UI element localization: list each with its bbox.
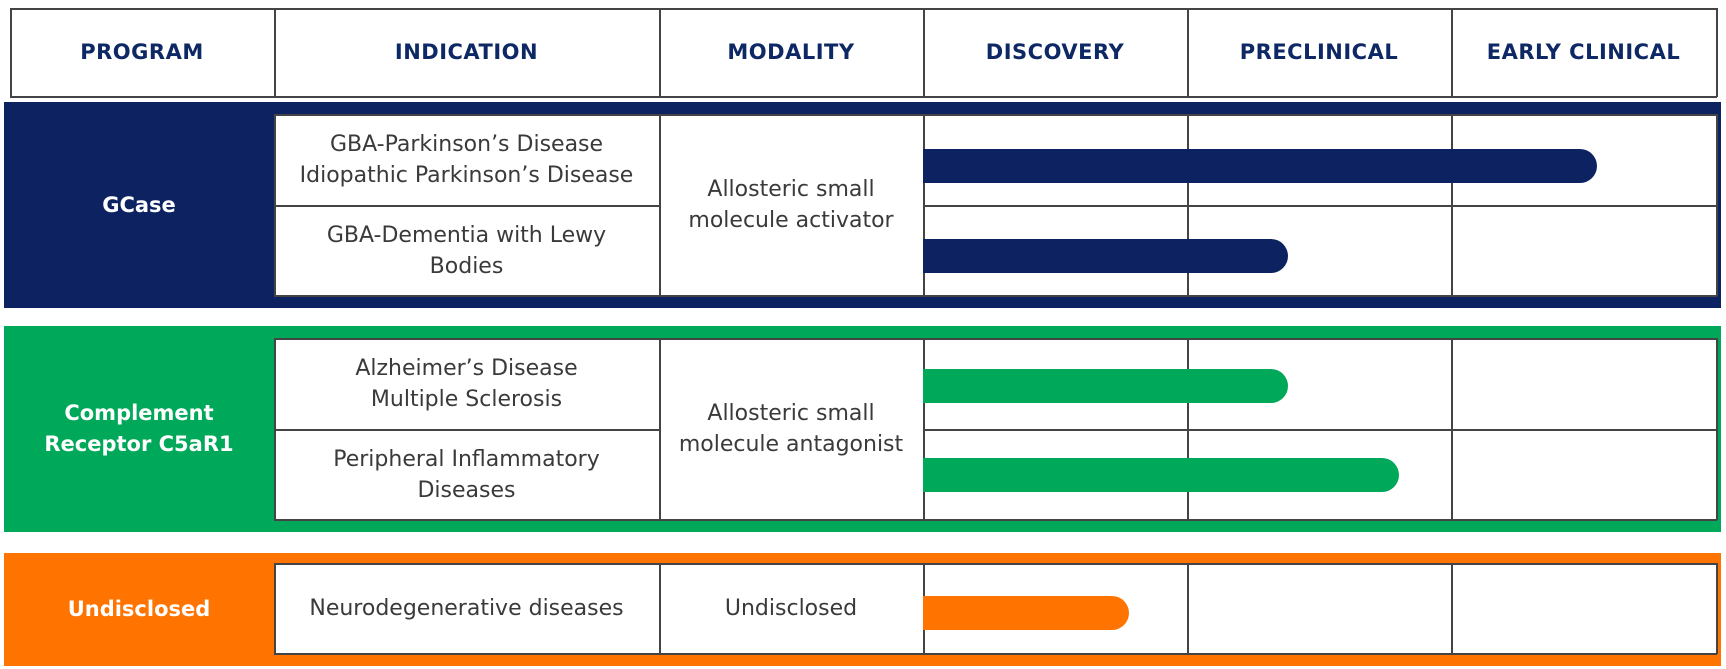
col-divider bbox=[1716, 114, 1718, 296]
row-divider bbox=[274, 519, 1717, 521]
col-divider bbox=[274, 114, 276, 296]
row-divider bbox=[923, 205, 1717, 207]
header-divider bbox=[1187, 8, 1189, 97]
header-program: PROGRAM bbox=[80, 40, 204, 64]
row-divider bbox=[274, 653, 1717, 655]
indication-cell: Alzheimer’s Disease Multiple Sclerosis bbox=[355, 355, 578, 412]
progress-bar bbox=[923, 596, 1129, 630]
row-divider bbox=[274, 429, 659, 431]
col-divider bbox=[1716, 338, 1718, 520]
header-divider bbox=[10, 8, 12, 97]
program-name: Complement Receptor C5aR1 bbox=[44, 401, 234, 456]
progress-bar bbox=[923, 458, 1399, 492]
col-divider bbox=[1187, 563, 1189, 654]
col-divider bbox=[1451, 114, 1453, 296]
col-divider bbox=[923, 114, 925, 296]
header-divider bbox=[274, 8, 276, 97]
row-divider bbox=[274, 338, 1717, 340]
modality-cell: Allosteric small molecule antagonist bbox=[678, 401, 904, 457]
header-preclinical: PRECLINICAL bbox=[1239, 40, 1399, 64]
col-divider bbox=[659, 563, 661, 654]
header-divider bbox=[1451, 8, 1453, 97]
program-name: Undisclosed bbox=[67, 597, 211, 621]
row-divider bbox=[274, 295, 1717, 297]
col-divider bbox=[659, 338, 661, 520]
header-discovery: DISCOVERY bbox=[985, 40, 1125, 64]
col-divider bbox=[1187, 338, 1189, 520]
header-divider bbox=[659, 8, 661, 97]
col-divider bbox=[659, 114, 661, 296]
indication-cell: Peripheral Inflammatory Diseases bbox=[333, 446, 600, 503]
header-early-clinical: EARLY CLINICAL bbox=[1486, 40, 1681, 64]
row-divider bbox=[274, 205, 659, 207]
col-divider bbox=[1187, 114, 1189, 296]
progress-bar bbox=[923, 149, 1597, 183]
modality-cell: Allosteric small molecule activator bbox=[688, 177, 894, 233]
row-divider bbox=[274, 563, 1717, 565]
program-name: GCase bbox=[102, 192, 176, 217]
col-divider bbox=[1451, 563, 1453, 654]
col-divider bbox=[1716, 563, 1718, 654]
col-divider bbox=[923, 338, 925, 520]
modality-cell: Undisclosed bbox=[724, 596, 858, 621]
indication-cell: GBA-Dementia with Lewy Bodies bbox=[326, 222, 607, 279]
row-divider bbox=[274, 114, 1717, 116]
header-bottom-rule bbox=[10, 96, 1717, 98]
col-divider bbox=[274, 338, 276, 520]
header-top-rule bbox=[10, 8, 1717, 10]
indication-cell: Neurodegenerative diseases bbox=[309, 596, 624, 621]
col-divider bbox=[274, 563, 276, 654]
header-divider bbox=[923, 8, 925, 97]
header-divider bbox=[1716, 8, 1718, 97]
progress-bar bbox=[923, 369, 1288, 403]
header-modality: MODALITY bbox=[727, 40, 855, 64]
col-divider bbox=[1451, 338, 1453, 520]
header-indication: INDICATION bbox=[394, 40, 539, 64]
row-divider bbox=[923, 429, 1717, 431]
indication-cell: GBA-Parkinson’s Disease Idiopathic Parki… bbox=[299, 131, 634, 188]
progress-bar bbox=[923, 239, 1288, 273]
